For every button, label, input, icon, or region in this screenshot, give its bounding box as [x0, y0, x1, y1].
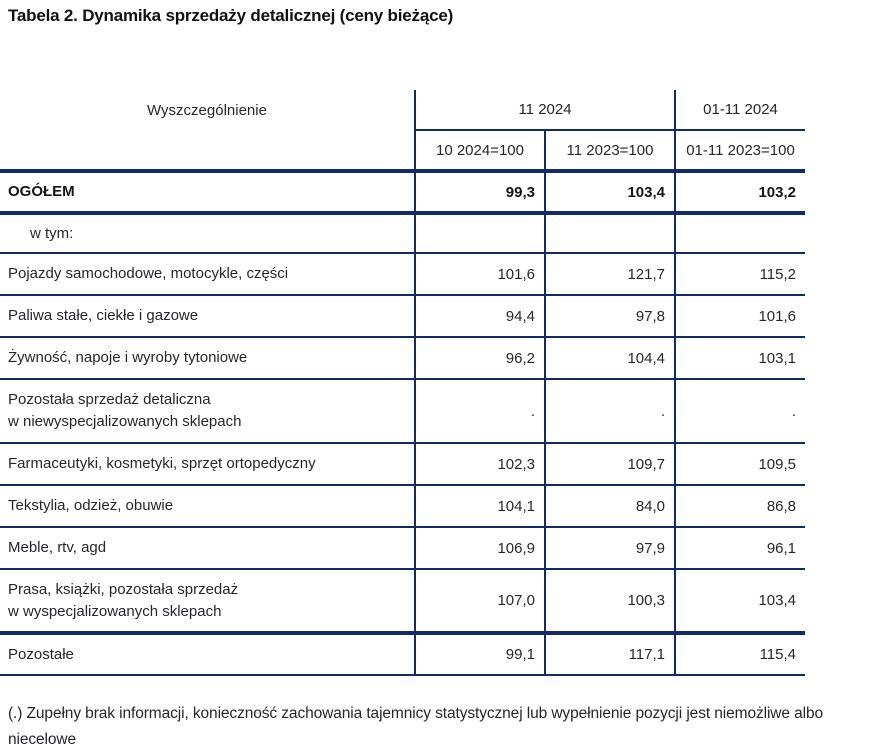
row-label: Meble, rtv, agd	[0, 527, 416, 570]
footnote: (.) Zupełny brak informacji, konieczność…	[8, 705, 824, 748]
table-row-textiles: Tekstylia, odzież, obuwie 104,1 84,0 86,…	[0, 485, 806, 528]
value-cell: 86,8	[675, 485, 806, 528]
value-cell: 117,1	[545, 633, 677, 676]
row-label: Tekstylia, odzież, obuwie	[0, 485, 416, 528]
value-cell: 100,3	[545, 569, 677, 635]
value-cell: 115,2	[675, 253, 806, 296]
value-cell: 106,9	[415, 527, 546, 570]
value-cell: 94,4	[415, 295, 546, 338]
header-sub-prev-year-cumulative: 01-11 2023=100	[675, 130, 806, 173]
header-group-cumulative: 01-11 2024	[675, 90, 806, 131]
table-header: Wyszczególnienie 11 2024 01-11 2024 10 2…	[0, 90, 806, 173]
table-row-pharmaceuticals: Farmaceutyki, kosmetyki, sprzęt ortopedy…	[0, 443, 806, 486]
row-label: Pojazdy samochodowe, motocykle, części	[0, 253, 416, 296]
value-cell: 121,7	[545, 253, 677, 296]
table-row-press-books: Prasa, książki, pozostała sprzedaż w wys…	[0, 569, 806, 635]
retail-sales-table: Wyszczególnienie 11 2024 01-11 2024 10 2…	[0, 90, 806, 676]
row-label: Paliwa stałe, ciekłe i gazowe	[0, 295, 416, 338]
row-label: OGÓŁEM	[0, 171, 416, 215]
value-cell: 103,2	[675, 171, 806, 215]
page-title: Tabela 2. Dynamika sprzedaży detalicznej…	[8, 6, 454, 25]
table-row-fuels: Paliwa stałe, ciekłe i gazowe 94,4 97,8 …	[0, 295, 806, 338]
value-cell: 115,4	[675, 633, 806, 676]
value-cell: 96,2	[415, 337, 546, 380]
value-cell: 103,4	[545, 171, 677, 215]
header-group-month: 11 2024	[415, 90, 677, 131]
row-label: Prasa, książki, pozostała sprzedaż w wys…	[0, 569, 416, 635]
value-cell: 99,1	[415, 633, 546, 676]
value-cell: 99,3	[415, 171, 546, 215]
table-row-total: OGÓŁEM 99,3 103,4 103,2	[0, 171, 806, 215]
value-cell: 84,0	[545, 485, 677, 528]
row-label: Pozostała sprzedaż detaliczna w niewyspe…	[0, 379, 416, 444]
header-sub-prev-year-month: 11 2023=100	[545, 130, 677, 173]
value-cell	[415, 213, 546, 254]
table-row-furniture: Meble, rtv, agd 106,9 97,9 96,1	[0, 527, 806, 570]
value-cell: 107,0	[415, 569, 546, 635]
value-cell: 109,7	[545, 443, 677, 486]
value-cell: 104,1	[415, 485, 546, 528]
value-cell: 103,4	[675, 569, 806, 635]
value-cell: .	[415, 379, 546, 444]
value-cell: 101,6	[675, 295, 806, 338]
value-cell: 97,9	[545, 527, 677, 570]
value-cell: 104,4	[545, 337, 677, 380]
header-specification-spacer	[0, 130, 416, 173]
table-row-nonspecialized-stores: Pozostała sprzedaż detaliczna w niewyspe…	[0, 379, 806, 444]
value-cell: 101,6	[415, 253, 546, 296]
row-label: Żywność, napoje i wyroby tytoniowe	[0, 337, 416, 380]
value-cell: .	[675, 379, 806, 444]
value-cell: 97,8	[545, 295, 677, 338]
value-cell	[545, 213, 677, 254]
value-cell: 103,1	[675, 337, 806, 380]
value-cell: 96,1	[675, 527, 806, 570]
table-row-of-which: w tym:	[0, 213, 806, 254]
table-row-food: Żywność, napoje i wyroby tytoniowe 96,2 …	[0, 337, 806, 380]
header-sub-prev-month: 10 2024=100	[415, 130, 546, 173]
row-label: Farmaceutyki, kosmetyki, sprzęt ortopedy…	[0, 443, 416, 486]
row-label: Pozostałe	[0, 633, 416, 676]
value-cell: .	[545, 379, 677, 444]
table-row-others: Pozostałe 99,1 117,1 115,4	[0, 633, 806, 676]
value-cell	[675, 213, 806, 254]
header-specification: Wyszczególnienie	[0, 90, 416, 130]
value-cell: 109,5	[675, 443, 806, 486]
row-label: w tym:	[0, 213, 416, 254]
table-row-vehicles: Pojazdy samochodowe, motocykle, części 1…	[0, 253, 806, 296]
value-cell: 102,3	[415, 443, 546, 486]
